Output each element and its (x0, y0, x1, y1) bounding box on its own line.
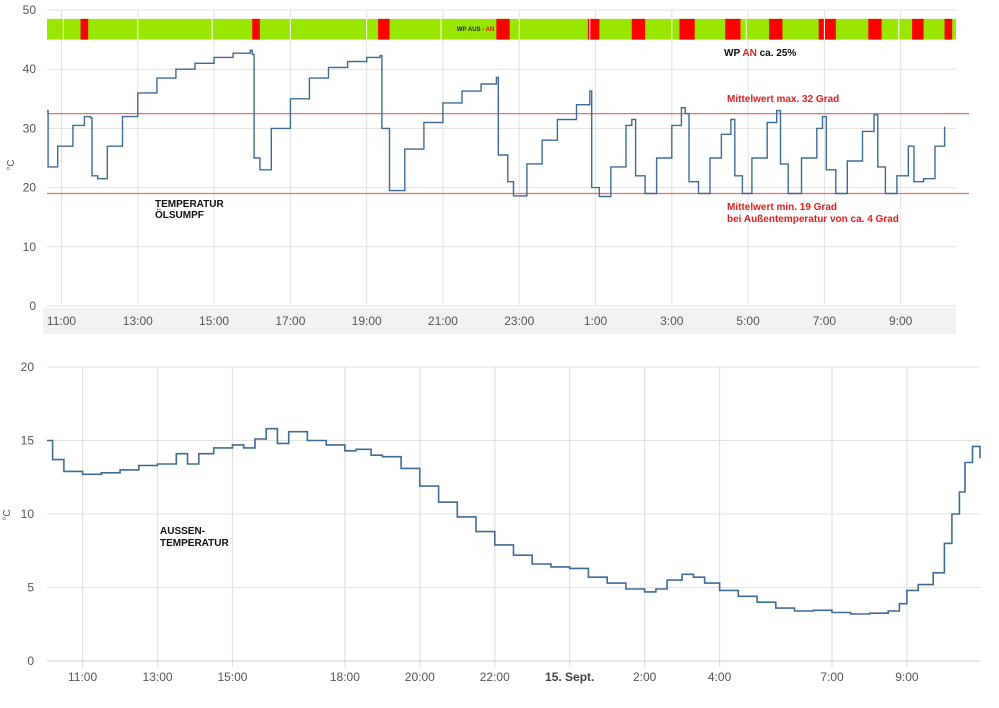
chart1-x-tick-label: 15:00 (199, 314, 229, 328)
heatpump-status-band: WP AUS - AN (47, 18, 956, 40)
chart1-gridlines (47, 9, 956, 307)
chart2-y-tick-label: 0 (27, 654, 34, 668)
chart2-x-tick-label: 13:00 (143, 670, 173, 684)
chart1-y-ticks: 0 10 20 30 40 50 (23, 3, 37, 313)
summary-on: AN (742, 48, 756, 59)
mean-max-annotation: Mittelwert max. 32 Grad (727, 94, 839, 105)
heatpump-on-segment (725, 18, 741, 40)
chart2-y-tick-label: 5 (27, 581, 34, 595)
chart2-x-tick-label: 2:00 (633, 670, 657, 684)
band-label-on: AN (486, 27, 495, 33)
chart1-x-tick-label: 23:00 (504, 314, 534, 328)
chart1-y-tick-label: 30 (23, 121, 37, 135)
chart2-y-tick-label: 10 (21, 507, 35, 521)
chart2-x-tick-label: 20:00 (405, 670, 435, 684)
heatpump-band-label: WP AUS - AN (457, 27, 494, 33)
outside-series-label-line1: AUSSEN- (160, 526, 205, 537)
heatpump-on-segment (912, 18, 924, 40)
chart1-y-tick-label: 10 (23, 240, 37, 254)
chart1-x-tick-label: 11:00 (47, 314, 76, 328)
mean-min-annotation-line1: Mittelwert min. 19 Grad (727, 202, 837, 213)
chart1-x-tick-label: 7:00 (813, 314, 837, 328)
chart1-x-tick-label: 17:00 (275, 314, 305, 328)
chart1-x-axis-background (43, 308, 956, 334)
chart1-x-ticks: 11:00 13:00 15:00 17:00 19:00 21:00 23:00 1:00 3… (47, 314, 913, 328)
chart1-y-tick-label: 0 (29, 299, 36, 313)
heatpump-on-segment (868, 18, 882, 40)
heatpump-on-segment (587, 18, 600, 40)
chart1-x-tick-label: 21:00 (428, 314, 458, 328)
heatpump-on-segment (496, 18, 510, 40)
summary-prefix: WP (724, 48, 742, 59)
band-label-sep: - (481, 27, 486, 33)
chart2-x-tick-label: 18:00 (330, 670, 360, 684)
heatpump-on-segment (944, 18, 953, 40)
chart1-y-axis-label: °C (6, 159, 17, 170)
heatpump-on-share-annotation: WP AN ca. 25% (724, 48, 796, 59)
chart1-y-tick-label: 40 (23, 62, 37, 76)
chart2-y-ticks: 0 5 10 15 20 (21, 360, 35, 668)
outside-temperature-series (47, 427, 981, 615)
chart2-gridlines (47, 366, 980, 667)
chart2-y-tick-label: 20 (21, 360, 35, 374)
heatpump-on-segment (378, 18, 390, 40)
chart1-x-tick-label: 13:00 (123, 314, 153, 328)
oil-sump-temperature-chart: 0 10 20 30 40 50 11:00 13:00 15:00 17:00 19:00 21:… (6, 3, 969, 334)
mean-min-annotation-line2: bei Außentemperatur von ca. 4 Grad (727, 214, 899, 225)
chart2-x-tick-label: 9:00 (895, 670, 919, 684)
heatpump-on-segment (80, 18, 89, 40)
chart1-y-tick-label: 50 (23, 3, 37, 17)
outside-series-label-line2: TEMPERATUR (160, 538, 229, 549)
band-label-off: WP AUS (457, 27, 481, 33)
chart1-x-tick-label: 9:00 (889, 314, 913, 328)
summary-suffix: ca. 25% (757, 48, 797, 59)
chart1-x-tick-label: 3:00 (660, 314, 684, 328)
chart2-x-tick-label: 15:00 (217, 670, 247, 684)
heatpump-on-segment (631, 18, 646, 40)
chart2-x-tick-label: 11:00 (68, 670, 97, 684)
heatpump-on-segment (769, 18, 783, 40)
heatpump-on-segment (252, 18, 260, 40)
chart2-y-tick-label: 15 (21, 434, 35, 448)
chart2-x-ticks: 11:00 13:00 15:00 18:00 20:00 22:00 15. Sept. 2… (68, 670, 919, 684)
chart1-x-tick-label: 19:00 (352, 314, 382, 328)
chart1-x-tick-label: 1:00 (584, 314, 608, 328)
chart1-y-tick-label: 20 (23, 181, 37, 195)
oil-sump-series-label-line2: ÖLSUMPF (155, 208, 204, 221)
heatpump-on-segment (679, 18, 695, 40)
chart1-x-tick-label: 5:00 (736, 314, 760, 328)
chart2-x-tick-label: 15. Sept. (545, 670, 594, 684)
heatpump-on-segment (818, 18, 836, 40)
oil-sump-series-label-line1: TEMPERATUR (155, 199, 224, 210)
oil-sump-temperature-series (47, 49, 946, 198)
chart2-x-tick-label: 7:00 (820, 670, 844, 684)
chart2-x-tick-label: 4:00 (708, 670, 732, 684)
chart2-y-axis-label: °C (2, 509, 13, 520)
chart2-x-tick-label: 22:00 (480, 670, 510, 684)
